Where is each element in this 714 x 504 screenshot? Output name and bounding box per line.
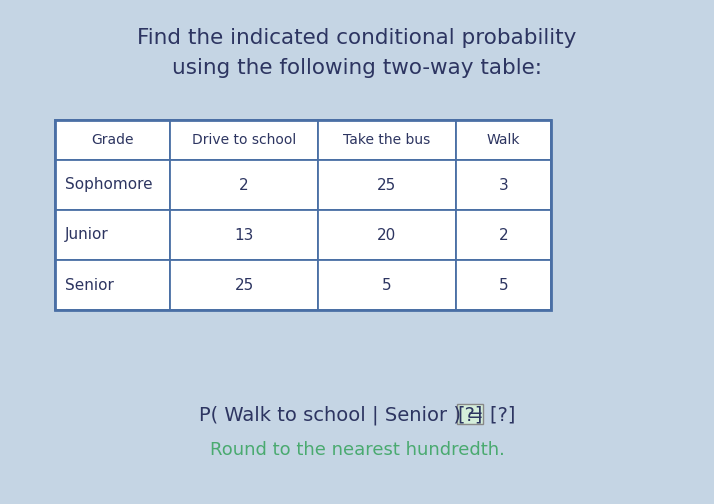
Text: P( Walk to school | Senior ) = [?]: P( Walk to school | Senior ) = [?] — [198, 405, 516, 425]
Bar — [318, 210, 456, 260]
Bar — [457, 404, 483, 424]
Bar — [170, 210, 318, 260]
Text: 13: 13 — [234, 227, 253, 242]
Bar — [55, 260, 170, 310]
Bar — [456, 160, 551, 210]
Text: 20: 20 — [378, 227, 396, 242]
Bar — [170, 160, 318, 210]
Text: 2: 2 — [239, 177, 248, 193]
Text: 25: 25 — [234, 278, 253, 292]
Text: Round to the nearest hundredth.: Round to the nearest hundredth. — [210, 441, 504, 459]
Text: Junior: Junior — [65, 227, 109, 242]
Text: Drive to school: Drive to school — [192, 133, 296, 147]
Bar — [456, 260, 551, 310]
Text: [?]: [?] — [458, 406, 483, 424]
Bar — [170, 120, 318, 160]
Bar — [55, 120, 551, 310]
Text: Sophomore: Sophomore — [65, 177, 153, 193]
Bar — [318, 160, 456, 210]
Bar — [55, 120, 551, 310]
Text: using the following two-way table:: using the following two-way table: — [172, 58, 542, 78]
Bar — [318, 120, 456, 160]
Bar — [318, 260, 456, 310]
Text: 25: 25 — [378, 177, 396, 193]
Bar — [170, 260, 318, 310]
Bar — [55, 210, 170, 260]
Bar — [456, 210, 551, 260]
Text: 5: 5 — [498, 278, 508, 292]
Text: Grade: Grade — [91, 133, 134, 147]
Text: Find the indicated conditional probability: Find the indicated conditional probabili… — [137, 28, 577, 48]
Text: Senior: Senior — [65, 278, 114, 292]
Bar — [55, 120, 170, 160]
Text: Take the bus: Take the bus — [343, 133, 431, 147]
Text: 5: 5 — [382, 278, 392, 292]
Bar — [55, 160, 170, 210]
Bar — [456, 120, 551, 160]
Text: 2: 2 — [498, 227, 508, 242]
Text: 3: 3 — [498, 177, 508, 193]
Text: Walk: Walk — [487, 133, 521, 147]
